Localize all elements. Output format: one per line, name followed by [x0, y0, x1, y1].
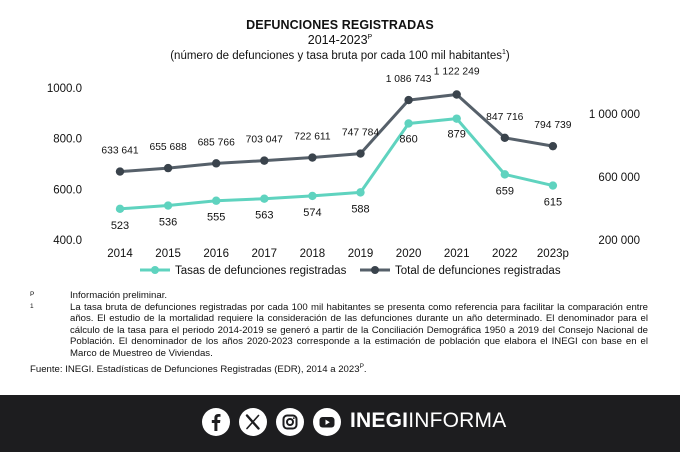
note-text: La tasa bruta de defunciones registradas…: [70, 301, 648, 359]
total-point: [356, 149, 365, 158]
x-tick-label: 2023p: [537, 248, 569, 260]
y-left-tick-label: 800.0: [53, 134, 82, 146]
note-preliminary: P Información preliminar.: [30, 290, 648, 302]
instagram-icon[interactable]: [276, 408, 304, 436]
rate-data-label: 588: [351, 203, 369, 215]
rate-point: [452, 114, 461, 123]
total-point: [452, 90, 461, 99]
total-point: [260, 156, 269, 165]
chart-subtitle: 2014-2023P: [0, 33, 680, 47]
total-data-label: 685 766: [198, 137, 235, 148]
y-right-tick-label: 600 000: [598, 172, 640, 184]
source-text: Fuente: INEGI. Estadísticas de Defuncion…: [30, 363, 360, 375]
rate-data-label: 574: [303, 207, 321, 219]
y-right-tick-label: 1 000 000: [589, 109, 640, 121]
y-left-tick-label: 1000.0: [47, 83, 82, 95]
legend-label-total: Total de defunciones registradas: [395, 265, 561, 277]
legend-marker-rate: [151, 266, 159, 274]
note-rate: 1 La tasa bruta de defunciones registrad…: [30, 302, 648, 360]
unit-close: ): [505, 49, 510, 62]
title-block: DEFUNCIONES REGISTRADAS 2014-2023P (núme…: [0, 18, 680, 62]
total-data-label: 794 739: [534, 120, 571, 131]
note-mark: 1: [30, 302, 34, 310]
rate-point: [500, 170, 509, 179]
total-data-label: 1 122 249: [434, 66, 480, 77]
total-data-label: 1 086 743: [386, 74, 432, 85]
footer-bar: INEGIINFORMA: [0, 395, 680, 452]
source-line: Fuente: INEGI. Estadísticas de Defuncion…: [30, 361, 648, 376]
x-tick-label: 2020: [396, 248, 422, 260]
rate-point: [308, 191, 317, 201]
total-point: [500, 133, 509, 143]
total-data-label: 722 611: [294, 132, 331, 143]
rate-data-label: 555: [207, 212, 225, 224]
y-right-tick-label: 200 000: [598, 235, 640, 247]
rate-point: [163, 201, 173, 210]
subtitle-sup: P: [367, 33, 373, 41]
inegi-informa-logo: INEGIINFORMA: [350, 409, 506, 433]
total-data-label: 847 716: [486, 112, 523, 123]
rate-data-label: 523: [111, 220, 129, 232]
total-data-label: 747 784: [342, 128, 379, 139]
brand-light: INFORMA: [408, 409, 507, 432]
note-text: Información preliminar.: [70, 290, 168, 301]
total-point: [308, 153, 317, 162]
total-data-label: 703 047: [246, 135, 283, 146]
source-sup: P: [359, 362, 364, 370]
total-point: [548, 141, 558, 151]
rate-data-label: 563: [255, 210, 273, 222]
y-left-tick-label: 400.0: [53, 235, 82, 247]
source-end: .: [363, 363, 367, 375]
legend-label-rate: Tasas de defunciones registradas: [175, 265, 347, 277]
rate-data-label: 536: [159, 217, 177, 229]
line-chart: 400.0 600.0 800.0 1000.0 200 000 600 000 1 000…: [47, 66, 640, 277]
rate-data-label: 879: [448, 129, 466, 141]
rate-data-label: 860: [399, 133, 417, 145]
unit-text: (número de defunciones y tasa bruta por …: [170, 49, 503, 62]
facebook-icon[interactable]: [202, 408, 230, 436]
rate-point: [212, 196, 221, 205]
unit-sup: 1: [502, 49, 506, 56]
chart-title: DEFUNCIONES REGISTRADAS: [246, 18, 434, 32]
series-line-rate: [119, 117, 554, 211]
total-point: [163, 163, 173, 173]
chart-unit: (número de defunciones y tasa bruta por …: [0, 49, 680, 62]
note-mark: P: [30, 291, 35, 298]
y-left-tick-label: 600.0: [53, 184, 82, 196]
rate-data-label: 659: [496, 185, 514, 197]
rate-point: [404, 119, 413, 128]
total-data-label: 633 641: [101, 146, 138, 157]
rate-point: [115, 204, 125, 214]
x-tick-label: 2014: [107, 248, 133, 260]
x-tick-label: 2016: [203, 248, 229, 260]
total-data-label: 655 688: [149, 142, 186, 153]
x-tick-label: 2019: [348, 248, 374, 260]
rate-point: [260, 194, 269, 203]
social-icons: [202, 408, 350, 436]
youtube-icon[interactable]: [313, 408, 341, 436]
rate-data-label: 615: [544, 197, 562, 209]
x-tick-label: 2018: [300, 248, 326, 260]
brand-bold: INEGI: [350, 409, 409, 432]
x-tick-label: 2017: [252, 248, 278, 260]
legend-marker-total: [371, 266, 379, 274]
x-tick-label: 2015: [155, 248, 181, 260]
rate-point: [548, 181, 558, 190]
x-icon[interactable]: [239, 408, 267, 436]
total-point: [404, 95, 413, 105]
series-line-total: [119, 92, 554, 174]
total-point: [115, 167, 125, 176]
subtitle-text: 2014-2023: [307, 33, 368, 47]
total-point: [212, 159, 221, 168]
x-tick-label: 2021: [444, 248, 470, 260]
notes: P Información preliminar. 1 La tasa brut…: [30, 290, 648, 375]
x-tick-label: 2022: [492, 248, 518, 260]
rate-point: [356, 188, 365, 197]
